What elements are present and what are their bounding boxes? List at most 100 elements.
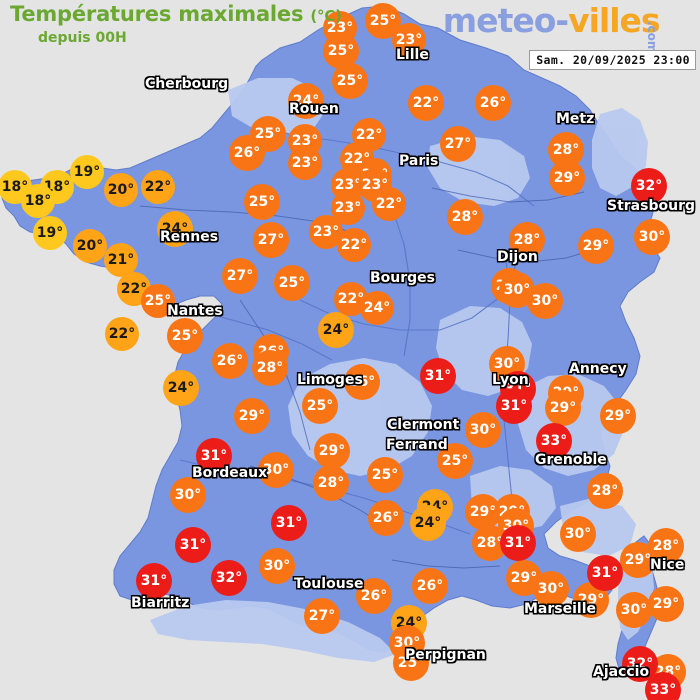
- temperature-value: 22°: [412, 94, 440, 111]
- temperature-bubble[interactable]: 30°: [170, 477, 206, 513]
- temperature-value: 27°: [444, 135, 472, 152]
- temperature-bubble[interactable]: 31°: [420, 358, 456, 394]
- temperature-bubble[interactable]: 26°: [212, 343, 248, 379]
- temperature-bubble[interactable]: 31°: [271, 505, 307, 541]
- temperature-bubble[interactable]: 25°: [250, 116, 286, 152]
- temperature-bubble[interactable]: 22°: [352, 118, 386, 152]
- temperature-bubble[interactable]: 22°: [337, 228, 371, 262]
- temperature-value: 28°: [256, 359, 284, 376]
- temperature-bubble[interactable]: 26°: [368, 500, 404, 536]
- meteo-villes-logo[interactable]: meteo-villes.com: [443, 4, 692, 54]
- temperature-bubble[interactable]: 30°: [259, 548, 295, 584]
- temperature-value: 23°: [291, 154, 319, 171]
- temperature-bubble[interactable]: 24°: [410, 505, 446, 541]
- temperature-bubble[interactable]: 29°: [648, 586, 684, 622]
- temperature-value: 22°: [337, 290, 365, 307]
- temperature-bubble[interactable]: 23°: [392, 23, 426, 57]
- temperature-bubble[interactable]: 31°: [136, 563, 172, 599]
- temperature-value: 30°: [493, 355, 521, 372]
- temperature-bubble[interactable]: 31°: [175, 527, 211, 563]
- temperature-bubble[interactable]: 29°: [545, 390, 581, 426]
- temperature-value: 25°: [254, 125, 282, 142]
- temperature-bubble[interactable]: 33°: [536, 423, 572, 459]
- temperature-bubble[interactable]: 26°: [412, 568, 448, 604]
- temperature-bubble[interactable]: 33°: [645, 672, 681, 700]
- temperature-bubble[interactable]: 24°: [157, 211, 193, 247]
- temperature-bubble[interactable]: 25°: [244, 184, 280, 220]
- temperature-bubble[interactable]: 31°: [496, 388, 532, 424]
- temperature-bubble[interactable]: 31°: [196, 438, 232, 474]
- temperature-bubble[interactable]: 27°: [440, 126, 476, 162]
- temperature-bubble[interactable]: 24°: [163, 370, 199, 406]
- temperature-value: 31°: [504, 534, 532, 551]
- temperature-value: 22°: [120, 280, 148, 297]
- temperature-bubble[interactable]: 24°: [318, 312, 354, 348]
- temperature-bubble[interactable]: 30°: [560, 516, 596, 552]
- temperature-bubble[interactable]: 25°: [437, 443, 473, 479]
- temperature-bubble[interactable]: 20°: [73, 229, 107, 263]
- temperature-value: 19°: [36, 224, 64, 241]
- temperature-bubble[interactable]: 30°: [465, 412, 501, 448]
- temperature-value: 26°: [216, 352, 244, 369]
- temperature-bubble[interactable]: 29°: [578, 228, 614, 264]
- temperature-bubble[interactable]: 25°: [167, 318, 203, 354]
- temperature-bubble[interactable]: 32°: [211, 560, 247, 596]
- temperature-bubble[interactable]: 26°: [229, 135, 265, 171]
- temperature-bubble[interactable]: 20°: [104, 173, 138, 207]
- temperature-bubble[interactable]: 28°: [509, 222, 545, 258]
- temperature-bubble[interactable]: 22°: [372, 187, 406, 221]
- temperature-value: 33°: [649, 681, 677, 698]
- temperature-value: 25°: [336, 72, 364, 89]
- temperature-bubble[interactable]: 28°: [447, 199, 483, 235]
- temperature-bubble[interactable]: 25°: [393, 645, 429, 681]
- temperature-bubble[interactable]: 18°: [21, 184, 55, 218]
- temperature-bubble[interactable]: 32°: [631, 168, 667, 204]
- temperature-bubble[interactable]: 27°: [304, 598, 340, 634]
- temperature-bubble[interactable]: 25°: [332, 63, 368, 99]
- temperature-bubble[interactable]: 19°: [33, 216, 67, 250]
- temperature-bubble[interactable]: 22°: [141, 170, 175, 204]
- temperature-bubble[interactable]: 26°: [356, 578, 392, 614]
- temperature-bubble[interactable]: 27°: [253, 222, 289, 258]
- temperature-value: 23°: [395, 31, 423, 48]
- temperature-bubble[interactable]: 29°: [465, 494, 501, 530]
- temperature-bubble[interactable]: 29°: [600, 398, 636, 434]
- temperature-value: 25°: [327, 42, 355, 59]
- temperature-value: 25°: [369, 12, 397, 29]
- temperature-bubble[interactable]: 31°: [500, 525, 536, 561]
- temperature-bubble[interactable]: 28°: [472, 525, 508, 561]
- temperature-bubble[interactable]: 29°: [314, 433, 350, 469]
- temperature-bubble[interactable]: 22°: [408, 85, 444, 121]
- temperature-bubble[interactable]: 28°: [648, 528, 684, 564]
- temperature-bubble[interactable]: 28°: [252, 350, 288, 386]
- temperature-bubble[interactable]: 30°: [616, 592, 652, 628]
- temperature-bubble[interactable]: 31°: [587, 555, 623, 591]
- temperature-bubble[interactable]: 19°: [70, 155, 104, 189]
- temperature-value: 28°: [513, 231, 541, 248]
- temperature-bubble[interactable]: 26°: [475, 85, 511, 121]
- temperature-bubble[interactable]: 24°: [288, 83, 324, 119]
- temperature-bubble[interactable]: 27°: [222, 258, 258, 294]
- temperature-bubble[interactable]: 25°: [367, 457, 403, 493]
- temperature-bubble[interactable]: 29°: [549, 160, 585, 196]
- temperature-value: 32°: [626, 655, 654, 672]
- temperature-bubble[interactable]: 30°: [258, 452, 294, 488]
- temperature-bubble[interactable]: 26°: [344, 364, 380, 400]
- temperature-bubble[interactable]: 21°: [104, 243, 138, 277]
- temperature-bubble[interactable]: 30°: [634, 219, 670, 255]
- temperature-value: 30°: [503, 281, 531, 298]
- temperature-bubble[interactable]: 25°: [274, 265, 310, 301]
- temperature-bubble[interactable]: 30°: [533, 571, 569, 607]
- temperature-bubble[interactable]: 28°: [587, 473, 623, 509]
- temperature-bubble[interactable]: 23°: [288, 146, 322, 180]
- temperature-bubble[interactable]: 24°: [360, 291, 394, 325]
- temperature-bubble[interactable]: 25°: [302, 388, 338, 424]
- temperature-bubble[interactable]: 25°: [141, 284, 175, 318]
- temperature-value: 27°: [226, 267, 254, 284]
- temperature-bubble[interactable]: 30°: [527, 283, 563, 319]
- temperature-bubble[interactable]: 28°: [313, 465, 349, 501]
- temperature-bubble[interactable]: 29°: [234, 398, 270, 434]
- temperature-bubble[interactable]: 22°: [105, 317, 139, 351]
- temperature-value: 24°: [161, 220, 189, 237]
